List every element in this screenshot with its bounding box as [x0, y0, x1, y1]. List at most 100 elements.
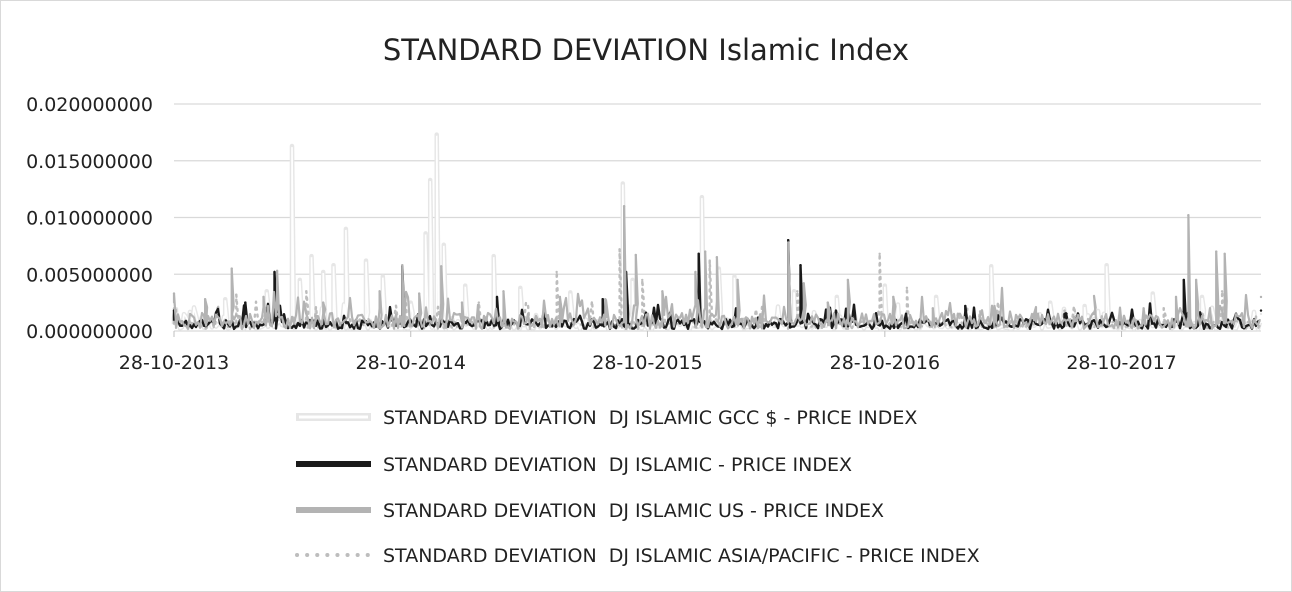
series-2-point-18	[703, 250, 707, 253]
series-0-point-9	[364, 259, 368, 262]
series-1-point-7	[697, 252, 700, 256]
series-2-point-30	[1142, 307, 1145, 310]
series-2-point-33	[1194, 278, 1198, 282]
series-2-point-29	[1092, 312, 1095, 316]
series-2-point-11	[502, 290, 505, 293]
series-2-point-22	[802, 282, 805, 285]
series-0-point-2	[265, 290, 268, 293]
series-0-point-16	[464, 284, 467, 287]
series-0-point-32	[1105, 263, 1108, 267]
series-0-point-25	[792, 290, 796, 293]
series-0-point-30	[1049, 301, 1052, 304]
series-0-point-5	[310, 254, 313, 258]
series-0-point-15	[442, 243, 446, 246]
series-2-point-35	[1223, 252, 1226, 256]
series-2-point-19	[715, 256, 719, 259]
series-2-point-16	[661, 290, 664, 293]
series-1-point-1	[244, 301, 247, 304]
series-3-point-9	[796, 290, 799, 293]
series-0-point-6	[321, 270, 325, 274]
series-1-point-8	[786, 239, 790, 242]
series-2-point-25	[892, 295, 895, 299]
series-0-point-24	[733, 275, 736, 278]
y-tick-label-4: 0.020000000	[26, 94, 153, 116]
x-tick-label-2: 28-10-2015	[592, 352, 702, 374]
series-0-point-35	[1259, 312, 1263, 316]
legend-label-2: STANDARD DEVIATION DJ ISLAMIC US - PRICE…	[383, 500, 884, 522]
series-0-point-27	[883, 284, 887, 287]
series-2-point-5	[321, 301, 325, 304]
series-2-point-26	[931, 307, 935, 310]
chart-title: STANDARD DEVIATION Islamic Index	[383, 33, 909, 67]
series-1-point-14	[1259, 309, 1263, 312]
series-2-point-28	[1032, 312, 1036, 316]
series-0-point-14	[435, 133, 438, 136]
legend-label-3: STANDARD DEVIATION DJ ISLAMIC ASIA/PACIF…	[383, 545, 980, 567]
series-2-point-21	[786, 241, 790, 244]
x-tick-label-4: 28-10-2017	[1066, 352, 1176, 374]
series-0-point-18	[519, 286, 522, 290]
series-0-point-3	[290, 144, 294, 148]
series-0-point-11	[409, 301, 412, 304]
x-tick-label-3: 28-10-2016	[830, 352, 940, 374]
series-3-point-10	[878, 252, 881, 256]
series-0-point-31	[1083, 304, 1086, 308]
legend-label-0: STANDARD DEVIATION DJ ISLAMIC GCC $ - PR…	[383, 407, 917, 429]
series-3-point-11	[905, 286, 909, 290]
series-1-point-11	[964, 304, 967, 308]
series-2-point-1	[203, 298, 207, 301]
series-0-point-26	[835, 295, 839, 299]
legend: STANDARD DEVIATION DJ ISLAMIC GCC $ - PR…	[295, 407, 980, 567]
series-0-point-19	[569, 291, 572, 294]
x-tick-label-0: 28-10-2013	[119, 352, 229, 374]
axes: 0.000000000 0.005000000 0.010000000 0.01500…	[26, 94, 1177, 374]
series-1-point-4	[495, 295, 499, 299]
series-1-point-9	[799, 263, 802, 267]
series-3-point-5	[555, 270, 558, 274]
series-3-point-4	[477, 301, 481, 304]
series-2-point-15	[634, 253, 637, 257]
gridlines	[174, 103, 1261, 332]
series-2-point-9	[440, 265, 443, 268]
series-lines	[171, 132, 1263, 332]
series-2-point-31	[1174, 295, 1178, 299]
series-1-point-2	[273, 270, 276, 274]
series-0-point-33	[1151, 292, 1154, 295]
series-0-point-13	[428, 178, 432, 182]
series-2-point-7	[401, 263, 404, 267]
series-2-point-13	[604, 298, 607, 301]
series-3-point-7	[641, 278, 644, 282]
series-3-point-13	[1063, 309, 1066, 312]
series-3-point-1	[235, 293, 238, 296]
series-3-point-14	[1162, 307, 1165, 310]
series-3-point-15	[1220, 290, 1224, 293]
series-0-point-10	[381, 275, 385, 278]
series-2-point-23	[826, 301, 829, 304]
series-0-point-1	[224, 298, 227, 301]
y-tick-label-1: 0.005000000	[26, 264, 153, 286]
series-2-point-6	[378, 290, 381, 293]
series-1-point-5	[601, 298, 604, 301]
series-2-point-12	[558, 295, 562, 299]
x-tick-label-1: 28-10-2014	[356, 352, 466, 374]
series-2-point-17	[694, 270, 697, 274]
series-1-point-12	[1063, 312, 1066, 316]
series-0-point-17	[492, 254, 495, 258]
series-line-2	[172, 205, 1262, 331]
series-3-point-6	[618, 248, 621, 251]
series-3-point-2	[305, 290, 308, 293]
series-0-point-22	[700, 195, 704, 199]
series-0-point-28	[934, 295, 938, 299]
series-2-point-14	[622, 204, 626, 208]
y-tick-label-3: 0.015000000	[26, 151, 153, 173]
series-0-point-34	[1200, 295, 1204, 299]
series-0-point-20	[621, 182, 625, 185]
series-2-point-36	[1259, 295, 1263, 299]
series-2-point-20	[736, 278, 739, 282]
series-2-point-4	[275, 269, 279, 273]
y-tick-label-0: 0.000000000	[26, 321, 153, 343]
series-2-point-10	[460, 301, 464, 304]
series-2-point-2	[230, 267, 233, 270]
